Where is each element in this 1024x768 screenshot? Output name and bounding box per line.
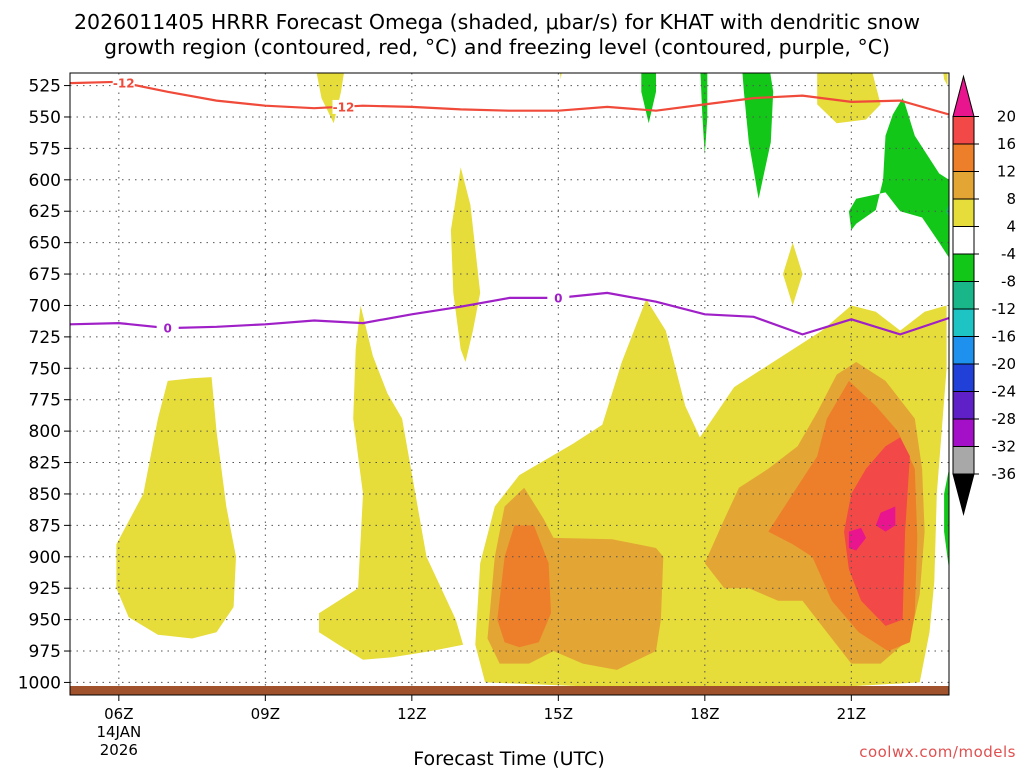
colorbar-label--32: -32 bbox=[992, 438, 1017, 456]
contour-label-bg bbox=[112, 76, 135, 91]
ytick-label-600: 600 bbox=[29, 171, 61, 191]
chart-title-line2: growth region (contoured, red, °C) and f… bbox=[104, 35, 890, 59]
omega-fill-layer bbox=[116, 73, 949, 687]
contour-label-bg bbox=[332, 99, 355, 114]
ytick-label-975: 975 bbox=[29, 642, 61, 662]
plot-frame bbox=[69, 72, 950, 696]
colorbar-bin-6 bbox=[952, 253, 975, 282]
xtick-label-15Z: 15Z bbox=[544, 705, 573, 723]
ytick-label-700: 700 bbox=[29, 296, 61, 316]
colorbar-label--36: -36 bbox=[992, 465, 1017, 483]
contour-label--12-1: -12 bbox=[333, 100, 355, 114]
colorbar-label-4: 4 bbox=[1006, 218, 1016, 236]
plot-area: -12 -12 0 0 bbox=[70, 73, 949, 695]
colorbar-label--8: -8 bbox=[1001, 273, 1016, 291]
colorbar-label-8: 8 bbox=[1006, 190, 1016, 208]
colorbar-bin-7 bbox=[952, 281, 975, 310]
terrain-ground bbox=[70, 686, 949, 695]
ytick-label-750: 750 bbox=[29, 359, 61, 379]
colorbar-bin-10 bbox=[952, 363, 975, 392]
colorbar-label-20: 20 bbox=[997, 108, 1016, 126]
colorbar-bin-9 bbox=[952, 336, 975, 365]
colorbar-bin-8 bbox=[952, 308, 975, 337]
xtick-label-12Z: 12Z bbox=[397, 705, 426, 723]
ytick-label-950: 950 bbox=[29, 611, 61, 631]
colorbar-label--16: -16 bbox=[992, 328, 1017, 346]
contour-layer: -12 -12 0 0 bbox=[70, 76, 949, 336]
contour-line--12 bbox=[70, 80, 949, 116]
colorbar-top-arrow bbox=[952, 74, 975, 117]
colorbar-bin-11 bbox=[952, 391, 975, 420]
x-axis-label: Forecast Time (UTC) bbox=[413, 748, 604, 768]
ytick-label-850: 850 bbox=[29, 485, 61, 505]
ytick-label-525: 525 bbox=[29, 77, 61, 97]
omega-region-11 bbox=[497, 525, 551, 648]
omega-region-13 bbox=[844, 437, 910, 626]
omega-region-6 bbox=[817, 73, 881, 124]
xtick-label-06Z: 06Z bbox=[104, 705, 133, 723]
chart-title-line1: 2026011405 HRRR Forecast Omega (shaded, … bbox=[74, 10, 920, 34]
contour-label-bg bbox=[547, 290, 570, 305]
ytick-label-900: 900 bbox=[29, 548, 61, 568]
omega-region-21 bbox=[944, 468, 949, 570]
omega-region-17 bbox=[700, 73, 708, 155]
colorbar-label--12: -12 bbox=[992, 300, 1017, 318]
xtick-label-18Z: 18Z bbox=[690, 705, 719, 723]
colorbar-bottom-arrow bbox=[952, 473, 975, 516]
ytick-label-800: 800 bbox=[29, 422, 61, 442]
contour-label-0-0: 0 bbox=[163, 322, 171, 336]
omega-region-1 bbox=[319, 305, 464, 660]
omega-region-15 bbox=[848, 527, 866, 551]
colorbar-label-16: 16 bbox=[997, 135, 1016, 153]
contour-label-0-1: 0 bbox=[554, 291, 562, 305]
colorbar-bin-5 bbox=[952, 226, 975, 255]
omega-region-7 bbox=[943, 73, 948, 86]
xtick-label-09Z: 09Z bbox=[251, 705, 280, 723]
colorbar-bin-1 bbox=[952, 116, 975, 145]
ytick-label-675: 675 bbox=[29, 265, 61, 285]
omega-region-0 bbox=[116, 377, 236, 639]
colorbar-label--4: -4 bbox=[1001, 245, 1016, 263]
ytick-label-625: 625 bbox=[29, 202, 61, 222]
colorbar-label--20: -20 bbox=[992, 355, 1017, 373]
colorbar-label--28: -28 bbox=[992, 410, 1017, 428]
omega-region-16 bbox=[641, 73, 656, 124]
omega-region-8 bbox=[559, 73, 562, 80]
credit-text: coolwx.com/models bbox=[859, 743, 1016, 761]
ytick-label-875: 875 bbox=[29, 516, 61, 536]
contour-label--12-0: -12 bbox=[113, 77, 135, 91]
colorbar-bin-2 bbox=[952, 143, 975, 172]
contour-line-0 bbox=[70, 291, 949, 336]
ytick-label-1000: 1000 bbox=[18, 673, 61, 693]
ytick-label-825: 825 bbox=[29, 454, 61, 474]
colorbar: 20 16 12 8 4 -4 -8 -12 -16 -20 -24 -28 -32 -36 bbox=[952, 74, 1017, 516]
ytick-label-925: 925 bbox=[29, 579, 61, 599]
ytick-label-775: 775 bbox=[29, 391, 61, 411]
contour-label-bg bbox=[156, 321, 179, 336]
omega-region-18 bbox=[742, 73, 774, 199]
pressure-axis: 525 550 575 600 625 650 675 700 725 750 775 800 825 8… bbox=[18, 77, 70, 693]
colorbar-bin-13 bbox=[952, 446, 975, 475]
colorbar-bin-4 bbox=[952, 198, 975, 227]
colorbar-label--24: -24 bbox=[992, 383, 1017, 401]
omega-region-2 bbox=[450, 167, 481, 362]
ytick-label-725: 725 bbox=[29, 328, 61, 348]
xtick-year: 2026 bbox=[100, 741, 138, 759]
ytick-label-650: 650 bbox=[29, 234, 61, 254]
xtick-label-21Z: 21Z bbox=[837, 705, 866, 723]
ytick-label-575: 575 bbox=[29, 139, 61, 159]
colorbar-label-12: 12 bbox=[997, 163, 1016, 181]
omega-region-19 bbox=[848, 98, 949, 258]
xtick-date: 14JAN bbox=[96, 723, 141, 741]
colorbar-bin-12 bbox=[952, 418, 975, 447]
colorbar-bin-3 bbox=[952, 171, 975, 200]
ytick-label-550: 550 bbox=[29, 108, 61, 128]
